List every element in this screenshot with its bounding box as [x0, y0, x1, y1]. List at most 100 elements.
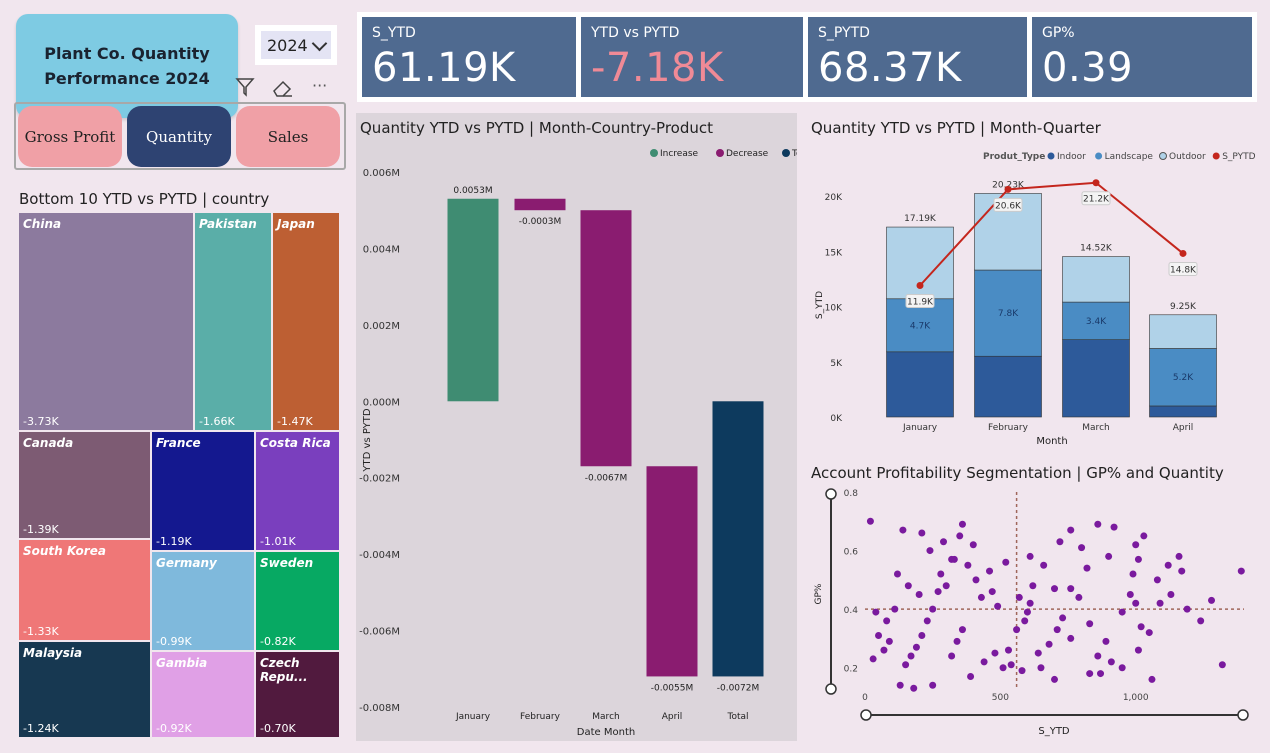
scatter-point[interactable]: [1086, 620, 1094, 628]
scatter-point[interactable]: [1097, 670, 1105, 678]
scatter-point[interactable]: [1040, 561, 1048, 569]
scatter-point[interactable]: [1153, 576, 1161, 584]
treemap-cell-malaysia[interactable]: Malaysia -1.24K: [18, 641, 151, 738]
scatter-point[interactable]: [907, 652, 915, 660]
scatter-point[interactable]: [1094, 520, 1102, 528]
scatter-point[interactable]: [1094, 652, 1102, 660]
scatter-point[interactable]: [1086, 670, 1094, 678]
x-range-slider-handle[interactable]: [860, 709, 872, 721]
scatter-point[interactable]: [902, 661, 910, 669]
scatter-point[interactable]: [1078, 544, 1086, 552]
scatter-point[interactable]: [1023, 608, 1031, 616]
scatter-point[interactable]: [967, 673, 975, 680]
eraser-icon[interactable]: [270, 76, 296, 98]
treemap-cell-canada[interactable]: Canada -1.39K: [18, 431, 151, 539]
scatter-point[interactable]: [942, 582, 950, 590]
scatter-point[interactable]: [929, 605, 937, 613]
scatter-point[interactable]: [958, 626, 966, 634]
scatter-point[interactable]: [986, 567, 994, 575]
scatter-point[interactable]: [1164, 561, 1172, 569]
scatter-point[interactable]: [885, 637, 893, 645]
scatter-point[interactable]: [1110, 523, 1118, 531]
scatter-point[interactable]: [1167, 591, 1175, 598]
scatter-point[interactable]: [1053, 626, 1061, 634]
scatter-point[interactable]: [910, 684, 918, 692]
y-range-slider-handle[interactable]: [825, 488, 837, 500]
scatter-point[interactable]: [1118, 608, 1126, 616]
scatter-point[interactable]: [1208, 596, 1216, 604]
treemap[interactable]: China -3.73K Pakistan -1.66K Japan -1.47K Cana…: [18, 212, 340, 738]
scatter-point[interactable]: [934, 588, 942, 596]
treemap-cell-sweden[interactable]: Sweden -0.82K: [255, 551, 340, 651]
scatter-point[interactable]: [1129, 570, 1137, 578]
scatter-point[interactable]: [1051, 585, 1058, 593]
scatter-point[interactable]: [969, 541, 977, 549]
scatter-point[interactable]: [1007, 661, 1015, 669]
scatter-point[interactable]: [1037, 664, 1045, 672]
scatter-point[interactable]: [1126, 591, 1134, 598]
scatter-point[interactable]: [923, 617, 931, 625]
scatter-point[interactable]: [972, 576, 980, 584]
gross-profit-button[interactable]: Gross Profit: [18, 106, 122, 167]
scatter-point[interactable]: [904, 582, 912, 590]
scatter-point[interactable]: [953, 637, 961, 645]
scatter-point[interactable]: [915, 591, 923, 598]
scatter-point[interactable]: [940, 538, 948, 546]
scatter-point[interactable]: [926, 547, 934, 555]
scatter-point[interactable]: [883, 617, 891, 625]
scatter-point[interactable]: [912, 643, 920, 651]
scatter-point[interactable]: [1178, 567, 1186, 575]
scatter-point[interactable]: [1134, 646, 1142, 654]
filter-icon[interactable]: [234, 74, 256, 98]
scatter-point[interactable]: [1021, 617, 1029, 625]
scatter-point[interactable]: [1015, 593, 1023, 601]
scatter-point[interactable]: [1002, 558, 1010, 566]
more-options-icon[interactable]: ···: [312, 76, 328, 95]
treemap-cell-south-korea[interactable]: South Korea -1.33K: [18, 539, 151, 641]
treemap-cell-japan[interactable]: Japan -1.47K: [272, 212, 340, 431]
scatter-point[interactable]: [1132, 599, 1140, 607]
scatter-point[interactable]: [1067, 634, 1075, 642]
scatter-point[interactable]: [1102, 637, 1110, 645]
scatter-point[interactable]: [869, 655, 877, 663]
scatter-point[interactable]: [1004, 646, 1012, 654]
scatter-point[interactable]: [1013, 626, 1021, 634]
scatter-point[interactable]: [1026, 552, 1034, 560]
y-range-slider-handle[interactable]: [825, 683, 837, 695]
scatter-point[interactable]: [1067, 585, 1075, 593]
scatter-point[interactable]: [1051, 675, 1058, 683]
treemap-cell-germany[interactable]: Germany -0.99K: [151, 551, 255, 651]
scatter-point[interactable]: [980, 658, 988, 666]
treemap-cell-pakistan[interactable]: Pakistan -1.66K: [194, 212, 272, 431]
stacked-bar-chart[interactable]: 0K 5K 10K 15K 20K S_YTD Month Produt_Type Indoor…: [804, 140, 1264, 455]
scatter-point[interactable]: [875, 632, 883, 639]
scatter-point[interactable]: [1137, 623, 1145, 631]
scatter-point[interactable]: [896, 681, 904, 689]
scatter-point[interactable]: [988, 588, 996, 596]
scatter-point[interactable]: [991, 649, 999, 657]
x-range-slider-handle[interactable]: [1237, 709, 1249, 721]
scatter-point[interactable]: [1059, 614, 1067, 622]
scatter-point[interactable]: [977, 593, 985, 601]
treemap-cell-gambia[interactable]: Gambia -0.92K: [151, 651, 255, 738]
year-slicer[interactable]: 2024: [255, 25, 337, 65]
scatter-point[interactable]: [1140, 532, 1148, 540]
scatter-point[interactable]: [1145, 629, 1153, 637]
scatter-point[interactable]: [1132, 541, 1140, 549]
scatter-chart[interactable]: 0.2 0.4 0.6 0.8 0 500 1,000 GP% S_YTD: [804, 484, 1264, 742]
scatter-point[interactable]: [1034, 649, 1042, 657]
treemap-cell-china[interactable]: China -3.73K: [18, 212, 194, 431]
scatter-point[interactable]: [956, 532, 964, 540]
scatter-point[interactable]: [1156, 599, 1164, 607]
scatter-point[interactable]: [1075, 593, 1083, 601]
scatter-point[interactable]: [918, 632, 926, 639]
scatter-point[interactable]: [1218, 661, 1226, 669]
scatter-point[interactable]: [994, 602, 1002, 610]
scatter-point[interactable]: [1083, 564, 1091, 572]
sales-button[interactable]: Sales: [236, 106, 340, 167]
treemap-cell-costa-rica[interactable]: Costa Rica -1.01K: [255, 431, 340, 551]
scatter-point[interactable]: [1045, 640, 1053, 648]
scatter-point[interactable]: [872, 608, 880, 616]
scatter-point[interactable]: [999, 664, 1007, 672]
scatter-point[interactable]: [1197, 617, 1205, 625]
